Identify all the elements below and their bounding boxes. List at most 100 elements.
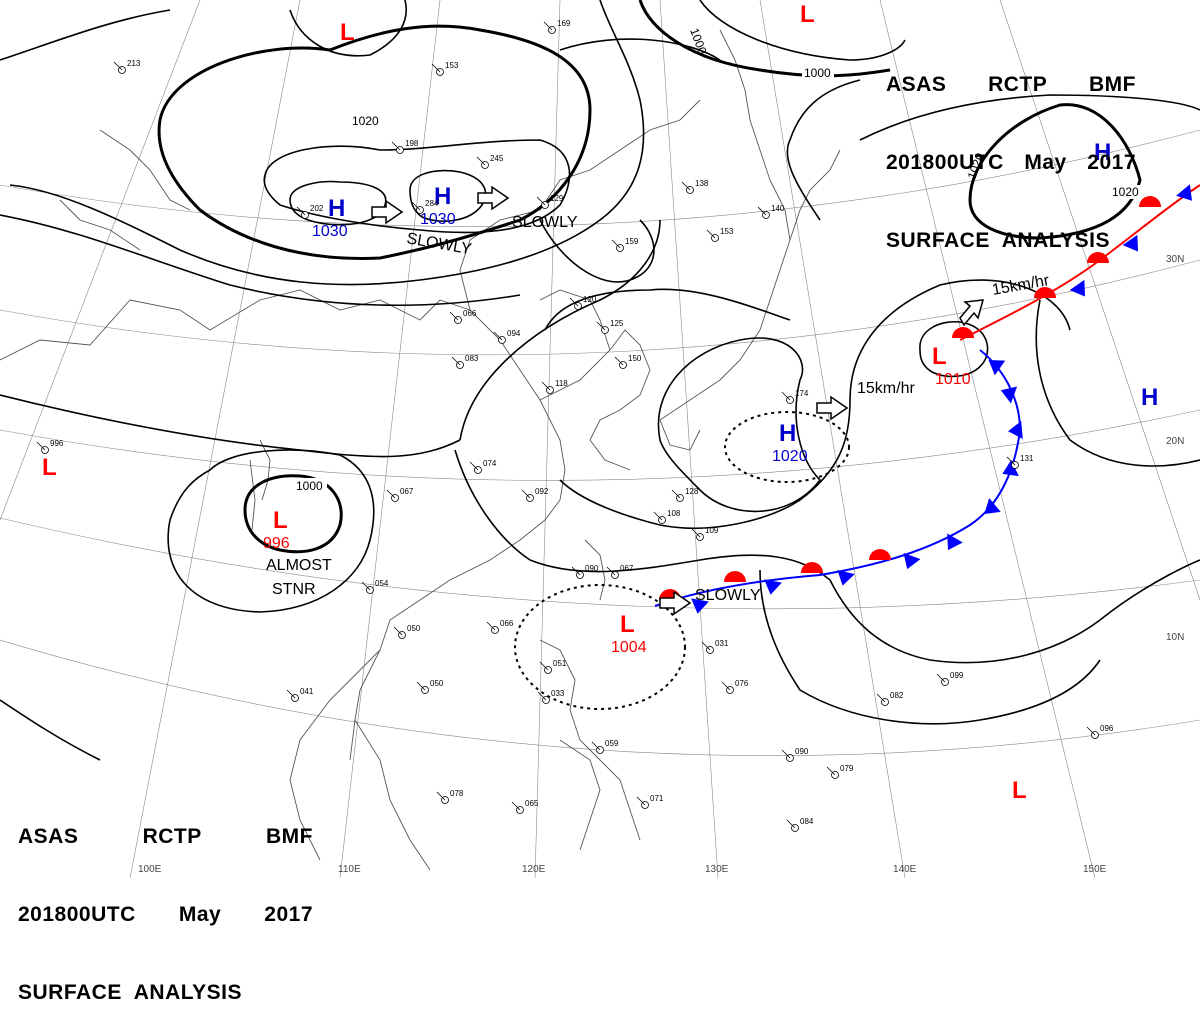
movement-label: SLOWLY: [695, 587, 761, 604]
longitude-label: 110E: [338, 864, 361, 875]
station-pressure-value: 084: [800, 817, 814, 826]
grid-labels: 30N 20N 10N 100E 110E 120E 130E 140E 150…: [138, 254, 1184, 875]
station-pressure-value: 092: [535, 487, 549, 496]
wind-barb: [113, 61, 123, 71]
station-plot: 078: [436, 789, 464, 804]
station-plot: 109: [691, 526, 719, 541]
station-pressure-value: 066: [463, 309, 477, 318]
header-year: 2017: [264, 903, 313, 926]
wind-barb: [786, 819, 796, 829]
wind-barb: [636, 796, 646, 806]
high-center-symbol: H: [434, 183, 451, 210]
wind-barb: [706, 229, 716, 239]
warm-front-semicircle: [1034, 287, 1056, 298]
low-center-value: 1010: [935, 371, 971, 388]
longitude-label: 150E: [1083, 864, 1107, 875]
wind-barb: [543, 21, 553, 31]
wind-barb: [721, 681, 731, 691]
high-center-symbol: H: [779, 420, 796, 447]
station-plot: 138: [681, 179, 709, 194]
movement-arrows: [371, 185, 985, 616]
wind-barb: [493, 331, 503, 341]
station-pressure-value: 090: [585, 564, 599, 573]
station-plot: 094: [493, 329, 521, 344]
coastlines: [0, 29, 841, 871]
warm-front-semicircle: [952, 327, 974, 338]
cold-front-triangle: [1176, 184, 1192, 201]
high-center-value: 1020: [772, 448, 808, 465]
station-plot: 066: [449, 309, 477, 324]
longitude-label: 130E: [705, 864, 729, 875]
station-pressure-value: 202: [310, 204, 324, 213]
station-plot: 083: [451, 354, 479, 369]
wind-barb: [476, 156, 486, 166]
station-plot: 125: [596, 319, 624, 334]
wind-barb: [411, 201, 421, 211]
station-plot: 174: [781, 389, 809, 404]
station-plot: 041: [286, 687, 314, 702]
station-pressure-value: 108: [667, 509, 681, 518]
station-plot: 092: [521, 487, 549, 502]
map-header-bottom: ASAS RCTP BMF 201800UTC May 2017 SURFACE ANA…: [18, 772, 313, 1032]
station-pressure-value: 128: [685, 487, 699, 496]
wind-barb: [781, 391, 791, 401]
header-product: ASAS: [886, 73, 947, 96]
station-plot: 202: [296, 204, 324, 219]
station-pressure-value: 096: [1100, 724, 1114, 733]
station-pressure-value: 125: [610, 319, 624, 328]
wind-barb: [569, 297, 579, 307]
weather-map: 1020 1000 1000 1020 1020 1000 L L L L L …: [0, 0, 1200, 878]
station-plot: 079: [826, 764, 854, 779]
cold-front-triangle: [988, 359, 1006, 376]
movement-label: STNR: [272, 581, 316, 598]
header-code: BMF: [266, 825, 313, 848]
station-plot: 198: [391, 139, 419, 154]
station-pressure-value: 153: [720, 227, 734, 236]
header-month: May: [178, 903, 222, 926]
high-center-value: 1030: [420, 211, 456, 228]
wind-barb: [386, 489, 396, 499]
station-pressure-value: 138: [695, 179, 709, 188]
station-pressure-value: 118: [555, 379, 568, 388]
movement-label: 15km/hr: [857, 380, 915, 397]
high-center-symbol: H: [328, 195, 345, 222]
low-center-symbol: L: [932, 343, 947, 370]
longitude-label: 100E: [138, 864, 162, 875]
cold-front-triangle: [1002, 459, 1019, 477]
wind-barb: [431, 63, 441, 73]
isobar-label: 1000: [804, 66, 831, 80]
pressure-centers: L L L L L 996 L 1004 L 1010 H 1030 H 103…: [42, 1, 1158, 804]
front-symbols: [659, 184, 1192, 614]
cold-front-triangle: [1008, 421, 1023, 439]
low-center-symbol: L: [340, 19, 355, 46]
high-center-value: 1030: [312, 223, 348, 240]
station-pressure-value: 198: [405, 139, 419, 148]
station-pressure-value: 213: [127, 59, 141, 68]
station-plots: 169 213 153 198 245 202 284 129 138 153 140 159 066 0…: [36, 19, 1114, 832]
wind-barb: [296, 206, 306, 216]
wind-barb: [691, 528, 701, 538]
wind-barb: [591, 741, 601, 751]
low-center-value: 1004: [611, 639, 647, 656]
wind-barb: [541, 381, 551, 391]
wind-barb: [876, 693, 886, 703]
station-pressure-value: 159: [625, 237, 639, 246]
warm-front-semicircle: [1139, 196, 1161, 207]
longitude-label: 140E: [893, 864, 917, 875]
station-plot: 284: [411, 199, 439, 214]
isobar-label: 1020: [352, 114, 379, 128]
high-center-symbol: H: [1094, 139, 1111, 166]
latitude-label: 20N: [1166, 436, 1184, 447]
longitude-label: 120E: [522, 864, 546, 875]
station-pressure-value: 076: [735, 679, 749, 688]
station-plot: 050: [416, 679, 444, 694]
station-pressure-value: 131: [1020, 454, 1034, 463]
header-time: 201800UTC: [18, 903, 136, 926]
station-plot: 159: [611, 237, 639, 252]
station-plot: 066: [486, 619, 514, 634]
station-plot: 033: [537, 689, 565, 704]
wind-barb: [606, 566, 616, 576]
low-center-symbol: L: [800, 1, 815, 28]
station-plot: 128: [671, 487, 699, 502]
movement-label: SLOWLY: [512, 214, 578, 231]
